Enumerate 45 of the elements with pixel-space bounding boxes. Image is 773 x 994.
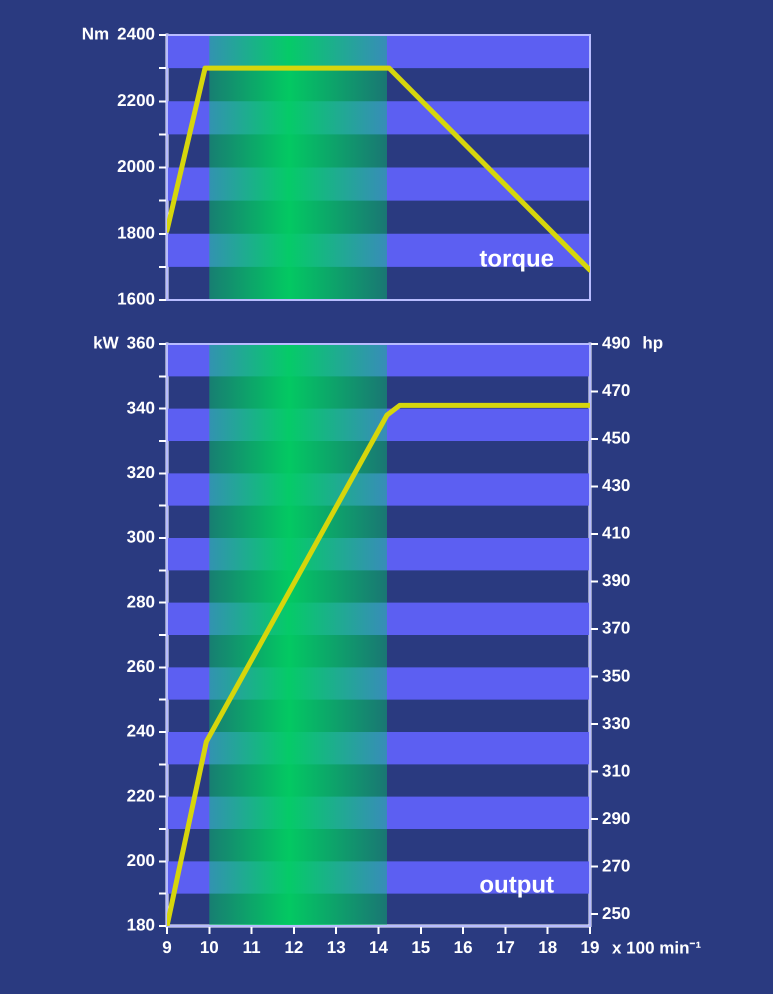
y2-tick-label: 290	[602, 808, 630, 828]
y-tick-label: 1800	[117, 223, 155, 242]
y-tick-label: 2000	[117, 157, 155, 176]
y-axis-title: kW	[93, 334, 120, 353]
y-tick-label: 360	[126, 334, 155, 353]
y2-tick-label: 310	[602, 761, 630, 780]
x-axis-title: x 100 min⁻¹	[612, 938, 702, 958]
x-tick-label: 16	[454, 938, 473, 957]
annotation: output	[479, 872, 554, 899]
y-tick-label: 2200	[117, 90, 155, 110]
y2-axis-title: hp	[642, 334, 664, 353]
y-tick-label: 280	[126, 592, 155, 612]
y2-tick-label: 250	[602, 904, 630, 923]
y-tick-label: 300	[126, 528, 155, 547]
y-axis-title: Nm	[82, 24, 110, 44]
y-tick-label: 180	[126, 916, 155, 935]
x-tick-label: 14	[369, 938, 388, 957]
y2-tick-label: 450	[602, 428, 630, 448]
y-tick-label: 2400	[117, 24, 155, 44]
y2-tick-label: 350	[602, 666, 630, 686]
y2-tick-label: 330	[602, 714, 630, 733]
y2-tick-label: 490	[602, 334, 630, 353]
y2-tick-label: 270	[602, 856, 630, 876]
y-tick-label: 1600	[117, 290, 155, 309]
y-tick-label: 240	[126, 722, 155, 741]
x-tick-label: 11	[242, 938, 261, 957]
y-tick-label: 220	[126, 786, 155, 806]
y-tick-label: 260	[126, 657, 155, 676]
x-tick-label: 10	[200, 938, 219, 957]
y2-tick-label: 370	[602, 618, 630, 638]
x-tick-label: 18	[538, 938, 558, 957]
x-tick-label: 13	[326, 938, 346, 957]
y-tick-label: 200	[126, 851, 155, 870]
y2-tick-label: 390	[602, 571, 630, 590]
x-tick-label: 12	[284, 938, 304, 957]
x-tick-label: 19	[580, 938, 600, 957]
y2-tick-label: 430	[602, 476, 630, 496]
x-tick-label: 15	[411, 938, 430, 957]
y2-tick-label: 410	[602, 524, 630, 543]
x-tick-label: 9	[162, 938, 172, 957]
y-tick-label: 340	[126, 398, 155, 418]
x-tick-label: 17	[496, 938, 515, 957]
annotation: torque	[479, 246, 554, 273]
y2-tick-label: 470	[602, 381, 630, 400]
y-tick-label: 320	[126, 463, 155, 482]
